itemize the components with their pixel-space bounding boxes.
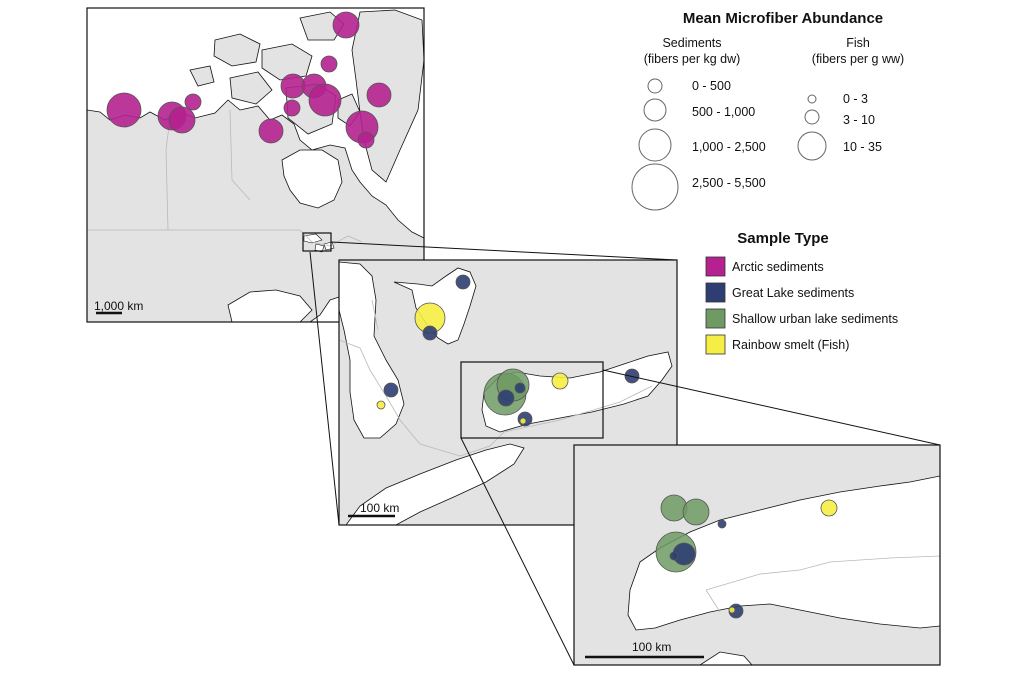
great-lakes-borders [339, 299, 653, 457]
overview-frame [86, 7, 425, 323]
sediment-class-1: 0 - 500 [692, 79, 731, 93]
sediment-class-2: 500 - 1,000 [692, 105, 755, 119]
arctic-sediment-points [106, 11, 392, 149]
fish-size-3 [797, 131, 827, 161]
swatch-great-lake-sediments [705, 282, 726, 303]
lake-ontario-scale-label: 100 km [632, 640, 671, 654]
sediment-size-3 [638, 128, 672, 162]
fish-size-1 [807, 94, 817, 104]
lake-ontario-point-7 [820, 499, 838, 517]
fish-heading: Fish [846, 36, 870, 50]
lake-ontario-point-6 [717, 519, 727, 529]
arctic-sediment-point-5 [168, 106, 196, 134]
swatch-rainbow-smelt [705, 334, 726, 355]
lake-ontario-water [627, 475, 940, 631]
lake-ontario-point-2 [682, 498, 710, 526]
lake-ontario-point-1 [660, 494, 688, 522]
sample-type-smelt: Rainbow smelt (Fish) [732, 338, 849, 352]
sediments-heading: Sediments [662, 36, 721, 50]
legend-title: Mean Microfiber Abundance [683, 10, 883, 27]
arctic-sediment-point-7 [280, 73, 306, 99]
arctic-sediment-point-6 [184, 93, 202, 111]
sediment-size-2 [643, 98, 667, 122]
great-lakes-point-9 [519, 417, 527, 425]
lake-ontario-borders [705, 555, 940, 613]
sediment-size-1 [647, 78, 663, 94]
great-lakes-point-6 [497, 389, 515, 407]
fish-class-3: 10 - 35 [843, 140, 882, 154]
abundance-legend: Mean Microfiber Abundance Sediments (fib… [631, 10, 904, 211]
sediment-class-3: 1,000 - 2,500 [692, 140, 766, 154]
inset-connector-lines-2 [460, 369, 941, 666]
overview-scale-label: 1,000 km [94, 299, 143, 313]
arctic-sediment-point-11 [366, 82, 392, 108]
fish-unit: (fibers per g ww) [812, 52, 904, 66]
swatch-shallow-urban-lake-sediments [705, 308, 726, 329]
arctic-sediment-point-12 [258, 118, 284, 144]
inset-connector-lines-1 [309, 241, 678, 526]
lake-ontario-frame [573, 444, 941, 666]
great-lakes-point-10 [551, 372, 569, 390]
lake-erie-edge [699, 651, 753, 665]
arctic-sediment-point-3 [106, 92, 142, 128]
sample-type-shallow-urban: Shallow urban lake sediments [732, 312, 898, 326]
great-lakes-point-13 [376, 400, 386, 410]
fish-class-2: 3 - 10 [843, 113, 875, 127]
arctic-sediment-point-14 [357, 131, 375, 149]
great-lakes-points [376, 274, 640, 427]
arctic-sediment-point-1 [332, 11, 360, 39]
sediments-unit: (fibers per kg dw) [644, 52, 741, 66]
lake-ontario-map: 100 km [573, 444, 941, 666]
arctic-sediment-point-2 [320, 55, 338, 73]
great-lakes-point-3 [422, 325, 438, 341]
lake-ontario-gl [481, 351, 673, 433]
great-lakes-point-12 [383, 382, 399, 398]
fish-size-2 [804, 109, 820, 125]
great-lakes-locator-box [460, 361, 604, 439]
lake-erie-gl [345, 443, 525, 525]
sample-type-great-lake: Great Lake sediments [732, 286, 854, 300]
great-lakes-point-7 [514, 382, 526, 394]
overview-gulf-of-mexico [227, 289, 313, 322]
sediment-size-4 [631, 163, 679, 211]
lake-ontario-point-5 [669, 551, 679, 561]
sample-type-title: Sample Type [737, 230, 828, 247]
lake-ontario-points [655, 494, 838, 619]
great-lakes-scale-label: 100 km [360, 501, 399, 515]
sample-type-arctic: Arctic sediments [732, 260, 824, 274]
swatch-arctic-sediments [705, 256, 726, 277]
sediment-class-4: 2,500 - 5,500 [692, 176, 766, 190]
sample-type-legend: Sample Type Arctic sediments Great Lake … [705, 230, 898, 355]
great-lakes-frame [338, 259, 678, 526]
overview-hudson-bay [281, 149, 343, 209]
lake-ontario-point-9 [728, 606, 736, 614]
great-lakes-point-1 [455, 274, 471, 290]
arctic-sediment-point-9 [308, 83, 342, 117]
arctic-sediment-point-10 [283, 99, 301, 117]
fish-class-1: 0 - 3 [843, 92, 868, 106]
